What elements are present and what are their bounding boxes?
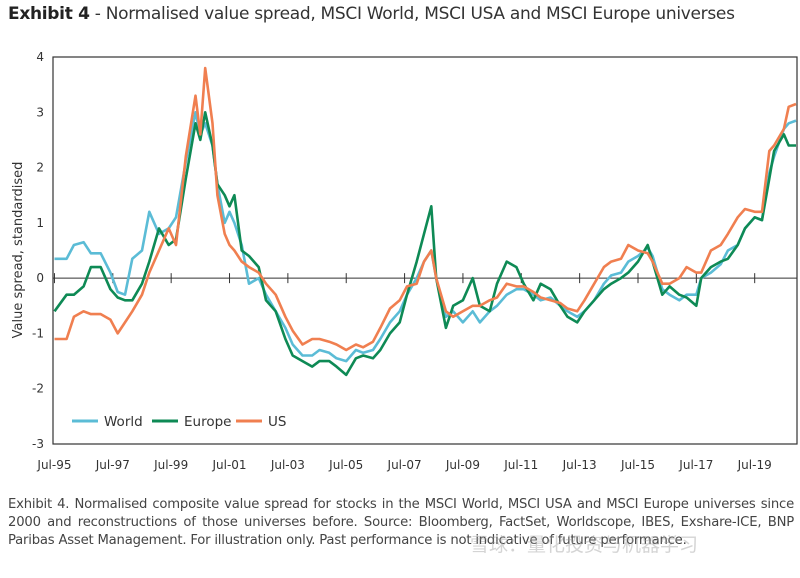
x-tick-label: Jul-03: [270, 458, 305, 472]
x-tick-label: Jul-15: [620, 458, 655, 472]
plot-frame: [52, 56, 798, 445]
series-line-europe: [53, 111, 796, 377]
title-text: - Normalised value spread, MSCI World, M…: [89, 4, 735, 24]
x-tick-label: Jul-05: [328, 458, 363, 472]
y-tick-label: -1: [32, 326, 44, 340]
caption: Exhibit 4. Normalised composite value sp…: [8, 497, 794, 548]
chart-title: Exhibit 4 - Normalised value spread, MSC…: [8, 4, 735, 24]
x-tick-label: Jul-13: [562, 458, 597, 472]
y-tick-label: -3: [32, 437, 44, 451]
x-tick-label: Jul-17: [678, 458, 713, 472]
y-axis-label: Value spread, standardised: [11, 162, 26, 339]
legend-label-us: US: [268, 414, 286, 430]
chart: 4 3 2 1 0 -1 -2 -3 Jul-95 Jul-97 Jul-99 Jul-01 Jul-…: [11, 50, 798, 472]
y-tick-label: 4: [36, 50, 44, 64]
y-tick-label: 2: [36, 161, 44, 175]
legend-label-europe: Europe: [184, 414, 231, 430]
x-tick-label: Jul-11: [503, 458, 538, 472]
exhibit-label: Exhibit 4: [8, 4, 90, 24]
x-tick-label: Jul-01: [211, 458, 246, 472]
x-tick-label: Jul-09: [445, 458, 480, 472]
y-tick-label: 3: [36, 105, 44, 119]
legend-label-world: World: [104, 414, 143, 430]
x-tick-label: Jul-07: [387, 458, 422, 472]
x-tick-label: Jul-97: [95, 458, 130, 472]
legend: World Europe US: [72, 414, 286, 430]
x-tick-label: Jul-19: [737, 458, 772, 472]
y-tick-label: 1: [36, 216, 44, 230]
x-tick-label: Jul-95: [36, 458, 71, 472]
x-tick-label: Jul-99: [153, 458, 188, 472]
y-tick-label: -2: [32, 382, 44, 396]
y-tick-label: 0: [36, 271, 44, 285]
watermark: 雪球：量化投资与机器学习: [470, 534, 699, 556]
series-line-us: [54, 66, 797, 352]
